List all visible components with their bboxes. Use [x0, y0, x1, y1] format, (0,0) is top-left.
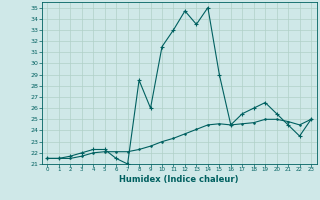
X-axis label: Humidex (Indice chaleur): Humidex (Indice chaleur): [119, 175, 239, 184]
